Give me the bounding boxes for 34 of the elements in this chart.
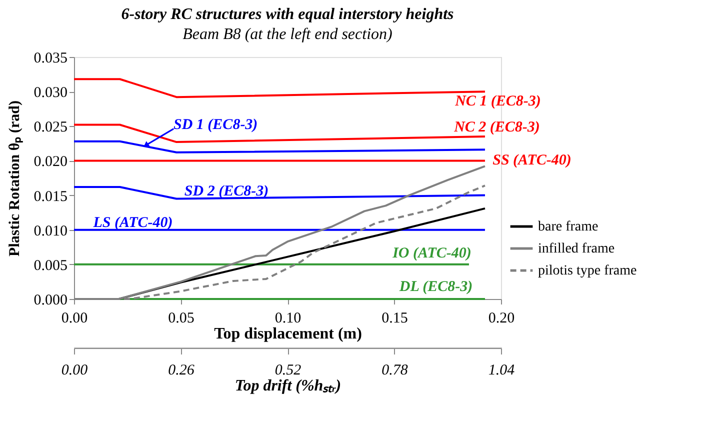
x2-tick-label: 0.52 (274, 362, 302, 378)
legend-label: pilotis type frame (538, 264, 637, 278)
x-tick-label: 0.05 (168, 310, 194, 326)
annotation: NC 1 (EC8-3) (454, 94, 541, 110)
y-tick-label: 0.010 (34, 223, 68, 240)
x-axis-title: Top displacement (m) (214, 326, 362, 342)
y-tick-label: 0.005 (34, 258, 68, 274)
x-tick-label: 0.10 (274, 310, 302, 326)
x-tick-label: 0.15 (382, 310, 408, 326)
legend-label: bare frame (538, 220, 598, 234)
y-tick-label: 0.015 (34, 188, 68, 205)
x2-axis-title: Top drift (%hₛₜᵣ) (234, 378, 342, 394)
annotation: IO (ATC-40) (392, 245, 472, 262)
x2-tick-label: 1.04 (488, 362, 516, 378)
annotation: SD 2 (EC8-3) (184, 184, 269, 200)
x2-tick-label: 0.26 (168, 362, 195, 378)
annotation: NC 2 (EC8-3) (453, 120, 540, 136)
y-tick-label: 0.030 (34, 85, 68, 102)
x2-tick-label: 0.78 (382, 362, 408, 378)
x2-tick-label: 0.00 (61, 362, 88, 378)
annotation: SD 1 (EC8-3) (174, 116, 258, 133)
legend-label: infilled frame (538, 242, 615, 256)
y-tick-label: 0.020 (34, 154, 68, 170)
y-axis-title: Plastic Rotation θₚ (rad) (6, 100, 23, 256)
y-tick-label: 0.000 (34, 292, 68, 308)
y-tick-label: 0.025 (34, 120, 68, 136)
annotation: LS (ATC-40) (92, 214, 173, 231)
x-tick-label: 0.00 (61, 310, 88, 326)
chart-subtitle: Beam B8 (at the left end section) (182, 26, 392, 43)
annotation: DL (EC8-3) (398, 279, 473, 295)
annotation: SS (ATC-40) (492, 152, 572, 169)
x-tick-label: 0.20 (488, 310, 515, 326)
chart-title: 6-story RC structures with equal interstory heights (121, 6, 454, 23)
y-tick-label: 0.035 (34, 50, 68, 66)
